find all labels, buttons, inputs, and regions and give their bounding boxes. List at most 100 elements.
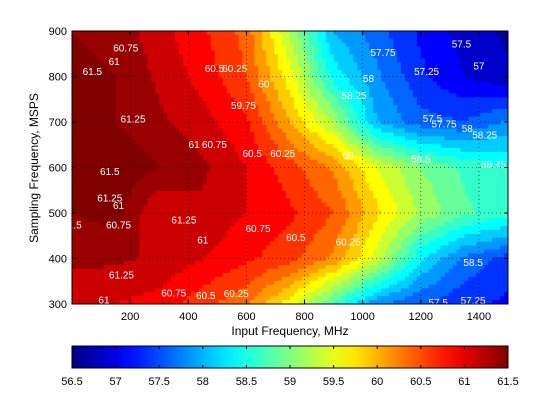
contour-cell	[111, 89, 117, 94]
contour-cell	[167, 187, 172, 192]
contour-cell	[95, 140, 101, 145]
contour-cell	[147, 132, 152, 137]
contour-cell	[179, 109, 184, 114]
contour-cell	[420, 54, 426, 59]
contour-cell	[297, 148, 303, 153]
contour-cell	[214, 151, 220, 157]
contour-cell	[190, 144, 196, 149]
contour-cell	[147, 167, 152, 172]
contour-cell	[424, 105, 430, 110]
contour-cell	[400, 159, 406, 165]
contour-cell	[159, 109, 164, 114]
contour-cell	[329, 81, 335, 87]
contour-cell	[476, 101, 481, 106]
contour-cell	[290, 136, 295, 141]
contour-cell	[397, 81, 402, 87]
contour-cell	[159, 140, 164, 145]
contour-cell	[385, 124, 390, 130]
contour-cell	[119, 66, 125, 71]
contour-cell	[250, 89, 255, 94]
contour-cell	[119, 46, 125, 52]
contour-cell	[163, 46, 168, 52]
contour-cell	[262, 77, 267, 83]
contour-cell	[408, 89, 414, 94]
contour-cell	[75, 132, 81, 137]
contour-cell	[404, 50, 410, 55]
contour-cell	[432, 85, 438, 91]
contour-cell	[234, 179, 240, 184]
contour-cell	[107, 155, 113, 161]
contour-cell	[139, 202, 144, 208]
contour-cell	[389, 31, 394, 36]
contour-cell	[341, 155, 347, 161]
contour-cell	[123, 73, 129, 79]
contour-cell	[476, 73, 481, 79]
contour-cell	[72, 116, 77, 122]
contour-cell	[234, 50, 240, 55]
contour-cell	[488, 93, 493, 98]
contour-cell	[345, 175, 351, 180]
contour-cell	[111, 46, 117, 52]
contour-cell	[365, 70, 370, 75]
contour-cell	[242, 66, 247, 71]
contour-cell	[274, 112, 279, 118]
contour-cell	[159, 38, 164, 44]
contour-cell	[400, 97, 406, 102]
contour-cell	[404, 167, 410, 172]
contour-cell	[147, 42, 152, 48]
contour-cell	[381, 155, 386, 161]
contour-cell	[393, 97, 398, 102]
contour-cell	[420, 38, 426, 44]
contour-cell	[468, 93, 473, 98]
contour-cell	[155, 46, 160, 52]
contour-cell	[230, 187, 236, 192]
contour-cell	[206, 77, 212, 83]
contour-cell	[357, 148, 362, 153]
contour-cell	[238, 198, 244, 204]
contour-cell	[317, 151, 323, 157]
contour-cell	[301, 144, 307, 149]
contour-cell	[456, 116, 462, 122]
contour-cell	[420, 109, 426, 114]
contour-cell	[206, 148, 212, 153]
contour-cell	[282, 38, 287, 44]
contour-cell	[274, 105, 279, 110]
contour-cell	[309, 81, 315, 87]
contour-cell	[369, 183, 374, 188]
contour-cell	[416, 144, 422, 149]
contour-cell	[270, 198, 275, 204]
contour-cell	[428, 148, 434, 153]
contour-cell	[159, 81, 164, 87]
contour-cell	[111, 58, 117, 63]
contour-cell	[206, 128, 212, 133]
contour-cell	[111, 101, 117, 106]
contour-cell	[472, 151, 477, 157]
contour-cell	[210, 187, 216, 192]
contour-cell	[159, 136, 164, 141]
contour-cell	[151, 190, 156, 196]
contour-cell	[492, 46, 497, 52]
contour-cell	[468, 187, 473, 192]
contour-cell	[282, 187, 287, 192]
contour-cell	[286, 120, 291, 126]
contour-cell	[321, 159, 327, 165]
contour-cell	[87, 198, 93, 204]
contour-cell	[290, 101, 295, 106]
contour-cell	[385, 77, 390, 83]
contour-cell	[274, 148, 279, 153]
contour-cell	[206, 190, 212, 196]
contour-cell	[210, 109, 216, 114]
contour-cell	[488, 50, 493, 55]
contour-cell	[317, 42, 323, 48]
contour-cell	[381, 73, 386, 79]
contour-cell	[151, 112, 156, 118]
contour-cell	[345, 62, 351, 67]
contour-cell	[238, 112, 244, 118]
contour-cell	[357, 31, 362, 36]
contour-cell	[496, 116, 501, 122]
contour-cell	[119, 93, 125, 98]
contour-cell	[381, 167, 386, 172]
contour-cell	[286, 70, 291, 75]
contour-cell	[238, 167, 244, 172]
contour-cell	[420, 31, 426, 36]
